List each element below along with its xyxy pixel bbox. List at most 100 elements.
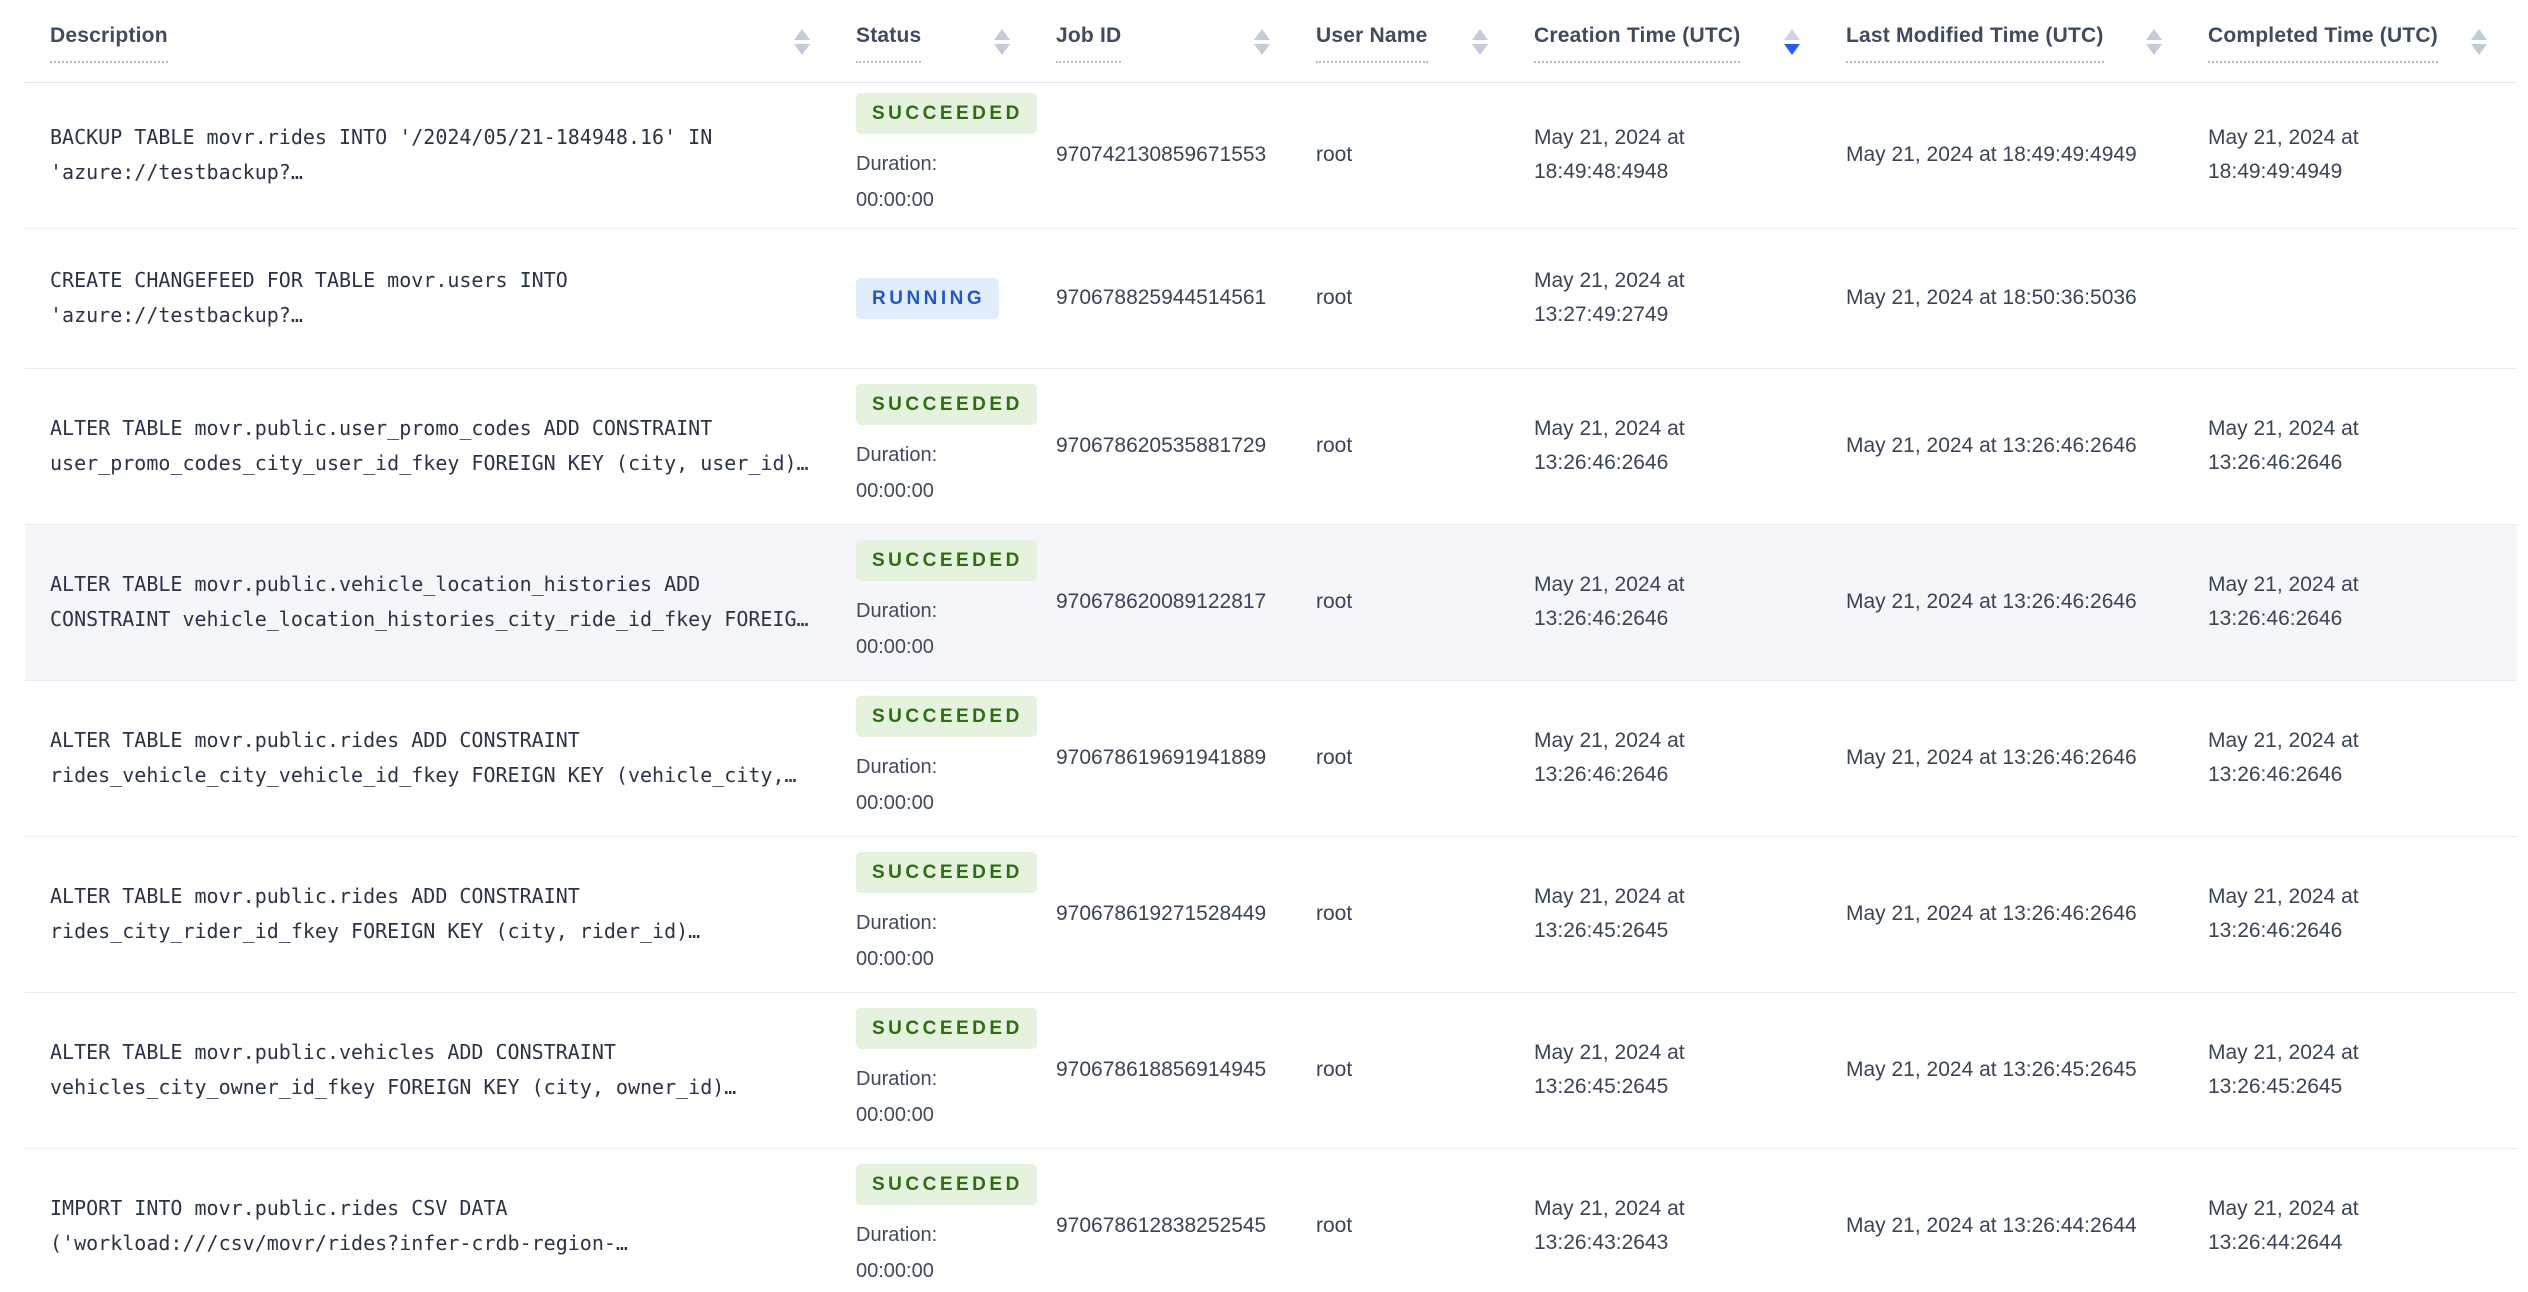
sort-icon[interactable] <box>994 29 1010 55</box>
table-row[interactable]: ALTER TABLE movr.public.vehicles ADD CON… <box>25 992 2517 1148</box>
duration-value: 00:00:00 <box>856 635 934 658</box>
table-row[interactable]: ALTER TABLE movr.public.rides ADD CONSTR… <box>25 680 2517 836</box>
table-row[interactable]: CREATE CHANGEFEED FOR TABLE movr.users I… <box>25 228 2517 368</box>
user-name: root <box>1316 902 1353 925</box>
table-row[interactable]: ALTER TABLE movr.public.user_promo_codes… <box>25 368 2517 524</box>
creation-time: May 21, 2024 at 13:26:46:2646 <box>1534 573 1685 630</box>
job-description: ALTER TABLE movr.public.rides ADD CONSTR… <box>50 728 797 787</box>
job-id: 970678618856914945 <box>1056 1058 1267 1081</box>
status-badge: SUCCEEDED <box>856 1163 1037 1205</box>
duration-label: Duration: <box>856 1067 938 1090</box>
completed-time: May 21, 2024 at 13:26:46:2646 <box>2208 573 2359 630</box>
table-row[interactable]: ALTER TABLE movr.public.rides ADD CONSTR… <box>25 836 2517 992</box>
user-name: root <box>1316 143 1353 166</box>
creation-time: May 21, 2024 at 13:26:46:2646 <box>1534 729 1685 786</box>
duration-value: 00:00:00 <box>856 188 934 211</box>
status-badge: SUCCEEDED <box>856 1007 1037 1049</box>
user-name: root <box>1316 746 1353 769</box>
creation-time: May 21, 2024 at 13:26:45:2645 <box>1534 1041 1685 1098</box>
user-name: root <box>1316 590 1353 613</box>
last-modified-time: May 21, 2024 at 13:26:46:2646 <box>1846 434 2137 457</box>
sort-icon[interactable] <box>2471 29 2487 55</box>
completed-time: May 21, 2024 at 18:49:49:4949 <box>2208 126 2359 183</box>
column-label: Creation Time (UTC) <box>1534 24 1741 63</box>
sort-icon[interactable] <box>1472 29 1488 55</box>
column-label: Description <box>50 24 168 63</box>
status-badge: SUCCEEDED <box>856 539 1037 581</box>
duration-value: 00:00:00 <box>856 1103 934 1126</box>
job-id: 970678619271528449 <box>1056 902 1267 925</box>
job-description: ALTER TABLE movr.public.vehicles ADD CON… <box>50 1040 737 1099</box>
duration-label: Duration: <box>856 755 938 778</box>
table-header: Description Status Job ID <box>25 0 2517 82</box>
job-description: BACKUP TABLE movr.rides INTO '/2024/05/2… <box>50 125 713 184</box>
column-header-job-id[interactable]: Job ID <box>1040 0 1300 82</box>
duration-value: 00:00:00 <box>856 791 934 814</box>
column-header-status[interactable]: Status <box>840 0 1040 82</box>
creation-time: May 21, 2024 at 13:26:45:2645 <box>1534 885 1685 942</box>
status-badge: SUCCEEDED <box>856 695 1037 737</box>
duration-value: 00:00:00 <box>856 947 934 970</box>
completed-time: May 21, 2024 at 13:26:44:2644 <box>2208 1197 2359 1255</box>
column-header-description[interactable]: Description <box>25 0 840 82</box>
column-header-creation-time[interactable]: Creation Time (UTC) <box>1518 0 1830 82</box>
job-description: IMPORT INTO movr.public.rides CSV DATA (… <box>50 1196 628 1256</box>
table-row[interactable]: BACKUP TABLE movr.rides INTO '/2024/05/2… <box>25 82 2517 228</box>
column-header-user-name[interactable]: User Name <box>1300 0 1518 82</box>
table-row[interactable]: IMPORT INTO movr.public.rides CSV DATA (… <box>25 1148 2517 1292</box>
column-header-completed-time[interactable]: Completed Time (UTC) <box>2192 0 2517 82</box>
sort-icon[interactable] <box>1254 29 1270 55</box>
column-header-last-modified-time[interactable]: Last Modified Time (UTC) <box>1830 0 2192 82</box>
column-label: User Name <box>1316 24 1428 63</box>
last-modified-time: May 21, 2024 at 13:26:46:2646 <box>1846 746 2137 769</box>
last-modified-time: May 21, 2024 at 13:26:45:2645 <box>1846 1058 2137 1081</box>
user-name: root <box>1316 1214 1353 1238</box>
completed-time: May 21, 2024 at 13:26:45:2645 <box>2208 1041 2359 1098</box>
status-badge: SUCCEEDED <box>856 92 1037 134</box>
duration-label: Duration: <box>856 1223 938 1246</box>
last-modified-time: May 21, 2024 at 13:26:46:2646 <box>1846 590 2137 613</box>
status-badge: SUCCEEDED <box>856 851 1037 893</box>
job-description: ALTER TABLE movr.public.user_promo_codes… <box>50 416 809 475</box>
creation-time: May 21, 2024 at 13:26:46:2646 <box>1534 417 1685 474</box>
job-id: 970678612838252545 <box>1056 1214 1267 1238</box>
job-id: 970678620535881729 <box>1056 434 1267 457</box>
status-badge: SUCCEEDED <box>856 383 1037 425</box>
duration-label: Duration: <box>856 599 938 622</box>
last-modified-time: May 21, 2024 at 18:49:49:4949 <box>1846 143 2137 166</box>
completed-time: May 21, 2024 at 13:26:46:2646 <box>2208 729 2359 786</box>
completed-time: May 21, 2024 at 13:26:46:2646 <box>2208 885 2359 942</box>
job-description: ALTER TABLE movr.public.rides ADD CONSTR… <box>50 884 701 943</box>
job-description: CREATE CHANGEFEED FOR TABLE movr.users I… <box>50 268 568 327</box>
user-name: root <box>1316 286 1353 309</box>
completed-time: May 21, 2024 at 13:26:46:2646 <box>2208 417 2359 474</box>
last-modified-time: May 21, 2024 at 13:26:46:2646 <box>1846 902 2137 925</box>
column-label: Status <box>856 24 922 63</box>
sort-icon-active-desc[interactable] <box>1784 29 1800 55</box>
user-name: root <box>1316 434 1353 457</box>
table-body: BACKUP TABLE movr.rides INTO '/2024/05/2… <box>25 82 2517 1292</box>
last-modified-time: May 21, 2024 at 18:50:36:5036 <box>1846 286 2137 309</box>
table-row-hovered[interactable]: ALTER TABLE movr.public.vehicle_location… <box>25 524 2517 680</box>
job-id: 970678825944514561 <box>1056 286 1267 309</box>
job-id: 970678619691941889 <box>1056 746 1267 769</box>
duration-label: Duration: <box>856 443 938 466</box>
job-id: 970742130859671553 <box>1056 143 1267 166</box>
creation-time: May 21, 2024 at 13:27:49:2749 <box>1534 269 1685 326</box>
duration-label: Duration: <box>856 152 938 175</box>
duration-label: Duration: <box>856 911 938 934</box>
status-badge: RUNNING <box>856 277 1000 319</box>
last-modified-time: May 21, 2024 at 13:26:44:2644 <box>1846 1214 2137 1238</box>
sort-icon[interactable] <box>794 29 810 55</box>
user-name: root <box>1316 1058 1353 1081</box>
duration-value: 00:00:00 <box>856 1259 934 1282</box>
column-label: Job ID <box>1056 24 1122 63</box>
job-id: 970678620089122817 <box>1056 590 1267 613</box>
column-label: Last Modified Time (UTC) <box>1846 24 2104 63</box>
sort-icon[interactable] <box>2146 29 2162 55</box>
column-label: Completed Time (UTC) <box>2208 24 2438 63</box>
creation-time: May 21, 2024 at 18:49:48:4948 <box>1534 126 1685 183</box>
job-description: ALTER TABLE movr.public.vehicle_location… <box>50 572 809 631</box>
jobs-table: Description Status Job ID <box>25 0 2517 1292</box>
